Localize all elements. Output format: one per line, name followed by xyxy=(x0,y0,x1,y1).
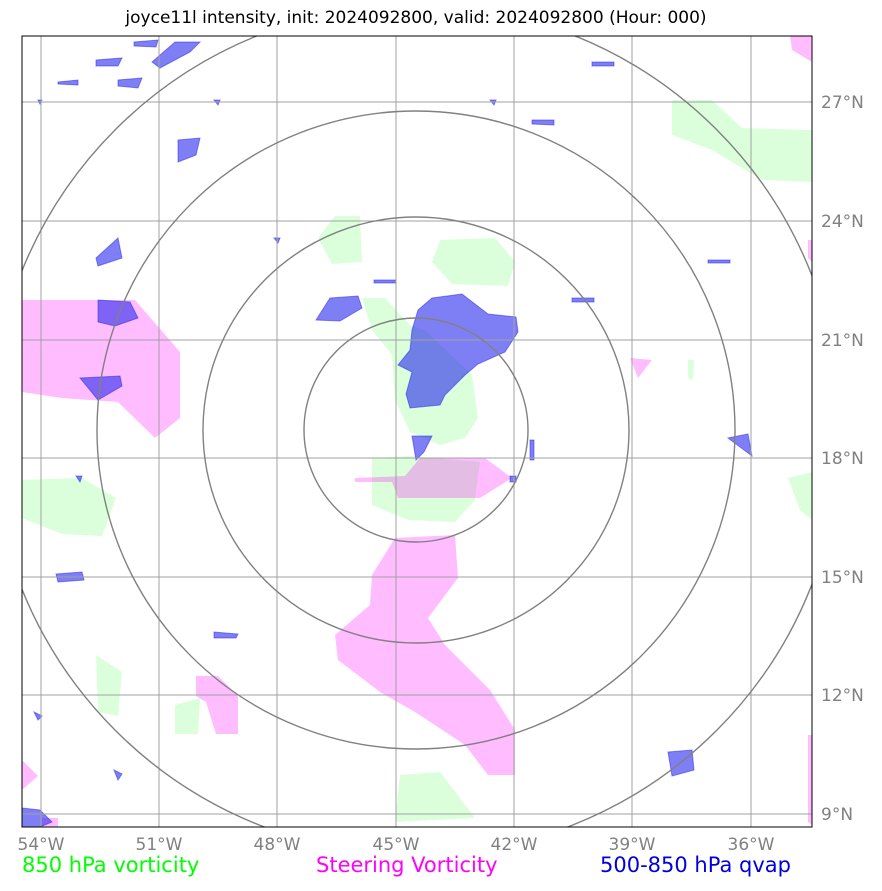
latitude-labels: 27°N 24°N 21°N 18°N 15°N 12°N 9°N xyxy=(821,93,864,825)
qvap-area xyxy=(571,297,595,303)
lat-label: 27°N xyxy=(821,93,864,113)
lat-label: 24°N xyxy=(821,212,864,232)
vorticity-850-area xyxy=(96,655,122,716)
steering-vorticity-area xyxy=(790,36,812,62)
lon-label: 54°W xyxy=(18,835,65,855)
vorticity-850-area xyxy=(372,456,480,522)
qvap-area xyxy=(75,475,83,484)
steering-vorticity-area xyxy=(22,760,38,790)
qvap-area xyxy=(213,631,239,639)
legend-steering-vorticity: Steering Vorticity xyxy=(316,853,498,877)
vorticity-850-area xyxy=(432,238,515,286)
qvap-area xyxy=(373,279,397,284)
lat-label: 15°N xyxy=(821,568,864,588)
qvap-area xyxy=(726,433,753,458)
steering-vorticity-area xyxy=(808,240,812,262)
steering-vorticity-area xyxy=(196,676,238,734)
vorticity-850-area xyxy=(175,698,200,734)
steering-vorticity-area xyxy=(808,735,812,825)
steering-vorticity-area xyxy=(630,358,652,378)
longitude-labels: 54°W 51°W 48°W 45°W 42°W 39°W 36°W xyxy=(18,835,775,855)
qvap-area xyxy=(22,807,53,827)
steering-vorticity-area xyxy=(355,458,512,498)
steering-vorticity-layer xyxy=(22,36,812,827)
qvap-area xyxy=(113,768,123,782)
lat-label: 18°N xyxy=(821,449,864,469)
qvap-area xyxy=(32,710,43,721)
qvap-area xyxy=(177,137,201,163)
legend-qvap: 500-850 hPa qvap xyxy=(600,853,791,877)
qvap-area xyxy=(57,79,79,86)
range-rings xyxy=(22,36,812,827)
lon-label: 42°W xyxy=(491,835,538,855)
steering-vorticity-area xyxy=(22,300,180,438)
qvap-area xyxy=(133,39,159,48)
steering-vorticity-area xyxy=(335,535,515,775)
lon-label: 48°W xyxy=(254,835,301,855)
qvap-area xyxy=(117,77,143,89)
lat-label: 12°N xyxy=(821,686,864,706)
range-ring xyxy=(303,317,529,543)
vorticity-850-area xyxy=(788,472,812,520)
vorticity-850-area xyxy=(395,772,475,822)
lon-label: 45°W xyxy=(373,835,420,855)
map-frame xyxy=(21,35,813,828)
legend-850-vorticity: 850 hPa vorticity xyxy=(22,853,200,877)
qvap-area xyxy=(397,293,519,409)
qvap-area xyxy=(78,375,123,401)
qvap-area xyxy=(707,259,731,264)
lat-label: 21°N xyxy=(821,331,864,351)
vorticity-850-area xyxy=(318,216,362,264)
vorticity-850-area xyxy=(22,478,116,536)
vorticity-850-area xyxy=(672,100,812,182)
qvap-area xyxy=(95,57,123,67)
qvap-area xyxy=(411,435,433,462)
range-ring xyxy=(96,110,736,750)
lon-label: 51°W xyxy=(136,835,183,855)
lon-label: 39°W xyxy=(609,835,656,855)
qvap-area xyxy=(591,61,615,67)
qvap-layer xyxy=(22,39,753,827)
lat-label: 9°N xyxy=(821,805,853,825)
range-ring xyxy=(202,216,630,644)
vorticity-850-layer xyxy=(22,100,812,822)
qvap-area xyxy=(529,439,535,461)
qvap-area xyxy=(531,119,555,126)
lon-label: 36°W xyxy=(728,835,775,855)
qvap-area xyxy=(315,295,363,322)
map-title: joyce11l intensity, init: 2024092800, va… xyxy=(125,8,707,28)
vorticity-850-area xyxy=(688,360,694,380)
qvap-area xyxy=(95,237,123,267)
